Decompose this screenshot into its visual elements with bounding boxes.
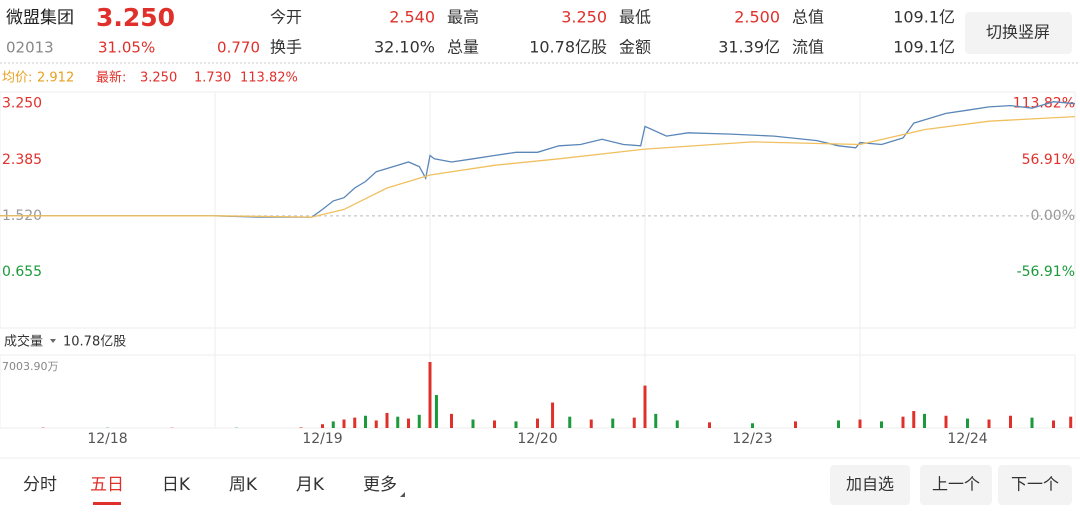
volume-bar — [1069, 417, 1072, 428]
volume-tick-label: 7003.90万 — [2, 360, 59, 373]
volume-bar — [902, 417, 905, 428]
stock-name: 微盟集团 — [6, 8, 74, 28]
change-pct: 31.05% — [98, 39, 155, 57]
volume-bar — [353, 418, 356, 428]
latest-pct: 113.82% — [240, 71, 298, 86]
x-tick-label: 12/24 — [947, 431, 987, 447]
y-tick-label: 3.250 — [2, 96, 42, 112]
x-tick-label: 12/18 — [87, 431, 127, 447]
volume-bar — [386, 413, 389, 428]
volume-bar — [708, 422, 711, 428]
volume-bar — [493, 420, 496, 428]
volume-bar — [880, 421, 883, 428]
volume-bar — [923, 414, 926, 428]
latest-value: 3.250 — [140, 71, 177, 86]
field-value: 2.500 — [734, 8, 780, 27]
volume-bar — [536, 419, 539, 428]
volume-bar — [429, 362, 432, 428]
volume-bar — [945, 416, 948, 428]
volume-bar — [590, 420, 593, 428]
volume-bar — [396, 417, 399, 428]
y2-tick-label: -56.91% — [1017, 264, 1075, 280]
latest-label: 最新: — [96, 70, 126, 86]
tab[interactable]: 五日 — [90, 475, 124, 495]
volume-bar — [321, 424, 324, 428]
volume-bar — [450, 414, 453, 428]
tab[interactable]: 分时 — [23, 475, 57, 495]
y2-tick-label: 56.91% — [1022, 152, 1075, 168]
field-value: 109.1亿 — [893, 38, 955, 57]
volume-bar — [654, 414, 657, 428]
x-tick-label: 12/23 — [732, 431, 772, 447]
stock-price: 3.250 — [96, 3, 175, 32]
volume-bar — [1009, 416, 1012, 428]
tab[interactable]: 更多 — [363, 475, 397, 495]
latest-change: 1.730 — [194, 71, 231, 86]
volume-bar — [568, 417, 571, 428]
field-label: 最低 — [619, 8, 651, 27]
x-tick-label: 12/20 — [517, 431, 557, 447]
volume-bar — [912, 411, 915, 428]
tab-underline — [93, 502, 121, 505]
volume-bar — [407, 419, 410, 428]
volume-bar — [988, 420, 991, 428]
x-tick-label: 12/19 — [302, 431, 342, 447]
volume-bar — [332, 421, 335, 428]
volume-bar — [551, 403, 554, 428]
field-label: 最高 — [447, 8, 479, 27]
volume-bar — [859, 420, 862, 428]
volume-bar — [633, 418, 636, 428]
field-value: 31.39亿 — [718, 38, 780, 57]
volume-bar — [644, 386, 647, 428]
y-tick-label: 2.385 — [2, 152, 42, 168]
field-value: 2.540 — [389, 8, 435, 27]
y2-tick-label: 0.00% — [1031, 208, 1075, 224]
volume-bar — [751, 423, 754, 428]
field-label: 换手 — [270, 38, 302, 57]
volume-label: 成交量 — [4, 334, 43, 350]
field-value: 10.78亿股 — [529, 38, 607, 57]
field-label: 金额 — [619, 38, 651, 57]
volume-bar — [375, 420, 378, 428]
volume-bar — [837, 420, 840, 428]
volume-bar — [611, 419, 614, 428]
volume-bar — [343, 420, 346, 428]
volume-total: 10.78亿股 — [63, 335, 126, 350]
volume-bar — [1031, 418, 1034, 428]
stock-code: 02013 — [6, 39, 54, 57]
volume-bar — [676, 420, 679, 428]
action-button-label[interactable]: 加自选 — [846, 475, 894, 494]
field-label: 总量 — [447, 38, 479, 57]
volume-bar — [1052, 420, 1055, 428]
rotate-button-label[interactable]: 切换竖屏 — [986, 23, 1050, 42]
y2-tick-label: 113.82% — [1013, 96, 1075, 112]
y-tick-label: 0.655 — [2, 264, 42, 280]
action-button-label[interactable]: 下一个 — [1011, 475, 1059, 494]
volume-bar — [472, 420, 475, 428]
tab[interactable]: 周K — [229, 475, 258, 495]
field-value: 109.1亿 — [893, 8, 955, 27]
field-value: 3.250 — [561, 8, 607, 27]
avg-value: 2.912 — [37, 71, 74, 86]
volume-bar — [418, 415, 421, 428]
change: 0.770 — [217, 39, 260, 57]
field-label: 总值 — [792, 8, 824, 27]
volume-bar — [435, 395, 438, 428]
avg-label: 均价: — [2, 71, 32, 86]
field-value: 32.10% — [374, 38, 435, 57]
field-label: 流值 — [792, 38, 824, 57]
tab[interactable]: 月K — [296, 475, 325, 495]
tab[interactable]: 日K — [162, 475, 191, 495]
action-button-label[interactable]: 上一个 — [932, 475, 980, 494]
volume-bar — [300, 427, 303, 428]
volume-bar — [364, 416, 367, 428]
volume-bar — [515, 421, 518, 428]
volume-bar — [966, 419, 969, 428]
field-label: 今开 — [270, 8, 302, 27]
volume-bar — [794, 421, 797, 428]
